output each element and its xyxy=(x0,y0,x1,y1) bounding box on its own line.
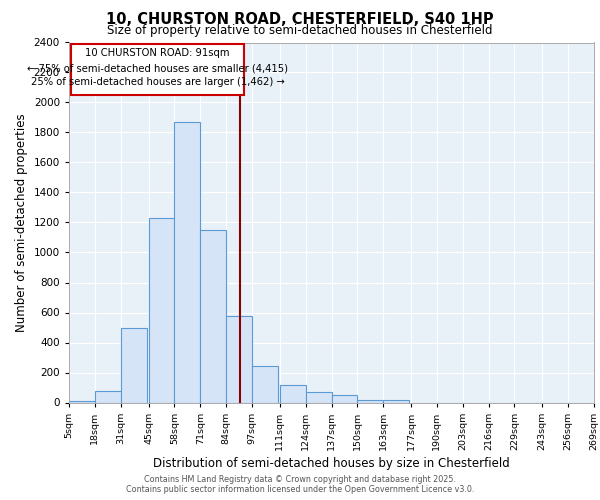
Bar xyxy=(358,400,383,402)
Text: ← 75% of semi-detached houses are smaller (4,415): ← 75% of semi-detached houses are smalle… xyxy=(27,63,288,73)
Bar xyxy=(280,384,305,402)
Text: 25% of semi-detached houses are larger (1,462) →: 25% of semi-detached houses are larger (… xyxy=(31,77,284,87)
Bar xyxy=(149,218,175,402)
Bar xyxy=(95,390,121,402)
Bar xyxy=(331,395,358,402)
Bar xyxy=(175,122,200,402)
Text: Contains HM Land Registry data © Crown copyright and database right 2025.
Contai: Contains HM Land Registry data © Crown c… xyxy=(126,474,474,494)
Text: 10 CHURSTON ROAD: 91sqm: 10 CHURSTON ROAD: 91sqm xyxy=(85,48,230,58)
Bar xyxy=(200,230,226,402)
Y-axis label: Number of semi-detached properties: Number of semi-detached properties xyxy=(15,113,28,332)
Bar xyxy=(121,328,146,402)
X-axis label: Distribution of semi-detached houses by size in Chesterfield: Distribution of semi-detached houses by … xyxy=(153,457,510,470)
Text: Size of property relative to semi-detached houses in Chesterfield: Size of property relative to semi-detach… xyxy=(107,24,493,37)
Bar xyxy=(305,392,331,402)
Bar xyxy=(69,401,95,402)
Bar xyxy=(383,400,409,402)
Bar xyxy=(226,316,252,402)
Bar xyxy=(252,366,278,403)
Text: 10, CHURSTON ROAD, CHESTERFIELD, S40 1HP: 10, CHURSTON ROAD, CHESTERFIELD, S40 1HP xyxy=(106,12,494,26)
Bar xyxy=(71,44,244,95)
